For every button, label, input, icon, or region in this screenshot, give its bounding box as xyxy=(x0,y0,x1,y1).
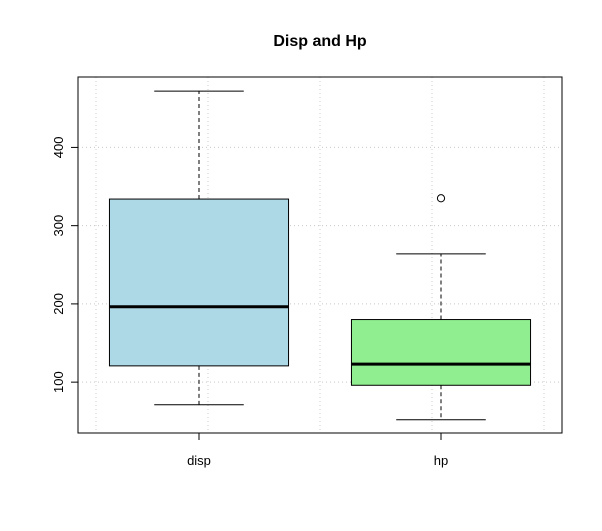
box-hp xyxy=(350,194,532,421)
x-tick-label: disp xyxy=(187,453,211,468)
x-tick-label: hp xyxy=(434,453,448,468)
outlier-point xyxy=(436,194,446,203)
axis-layer: 100 200 300 400 disp hp xyxy=(51,137,448,468)
y-tick-label: 200 xyxy=(51,293,66,315)
box-body xyxy=(108,198,290,367)
y-tick-label: 300 xyxy=(51,215,66,237)
y-tick-label: 100 xyxy=(51,371,66,393)
box-body xyxy=(350,319,532,386)
box-layer xyxy=(108,90,532,421)
box-disp xyxy=(108,90,290,406)
chart-title: Disp and Hp xyxy=(273,33,367,50)
y-tick-label: 400 xyxy=(51,137,66,159)
